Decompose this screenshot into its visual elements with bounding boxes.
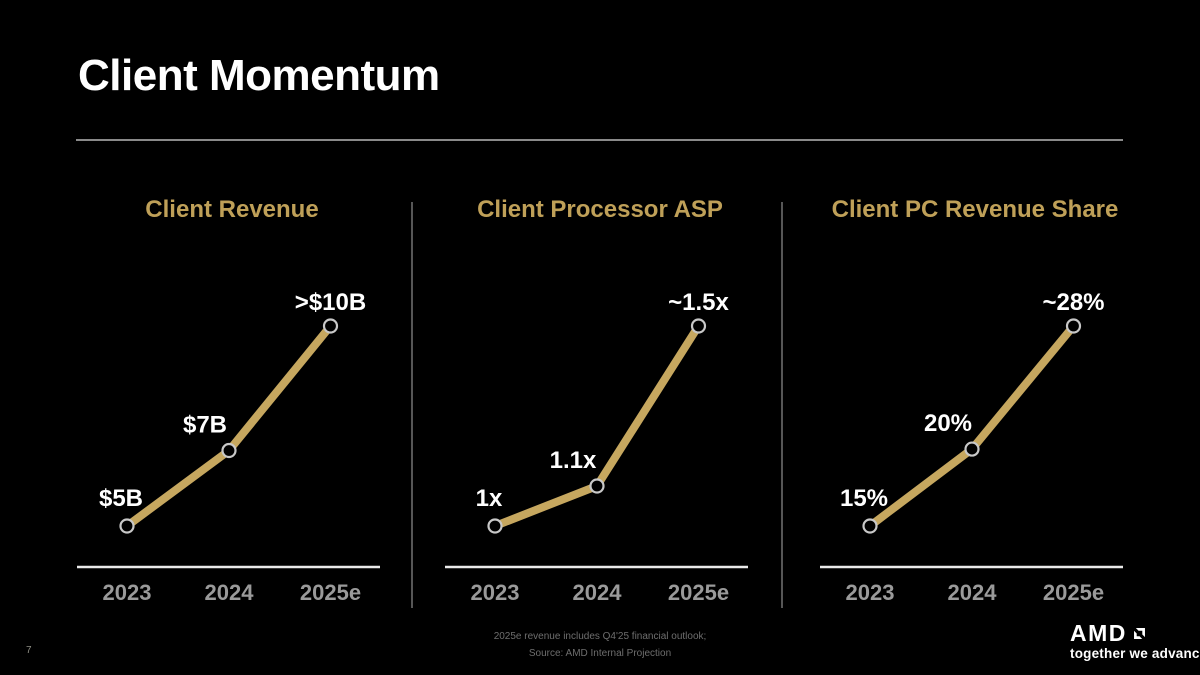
data-point-label: >$10B — [295, 289, 366, 316]
data-point-marker — [589, 478, 605, 494]
page-number: 7 — [26, 645, 32, 656]
data-point-marker — [690, 318, 707, 334]
data-point-marker — [862, 518, 878, 534]
data-point-marker — [1065, 318, 1082, 334]
data-point-label: $5B — [99, 485, 143, 512]
x-tick-label: 2025e — [1043, 580, 1104, 605]
chart-client-revenue: Client Revenue $5B 2023 $7B 2024 >$10B 2025e — [62, 190, 402, 610]
amd-tagline: together we advance_ — [1070, 646, 1200, 661]
x-tick-label: 2024 — [948, 580, 998, 605]
x-tick-label: 2025e — [668, 580, 729, 605]
amd-logo: AMD together we advance_ — [1070, 620, 1200, 662]
chart-divider-left — [411, 202, 413, 608]
client-revenue-line-chart: $5B 2023 $7B 2024 >$10B 2025e — [77, 289, 380, 605]
chart-title-client-processor-asp: Client Processor ASP — [477, 196, 723, 223]
data-point-label: 15% — [840, 485, 888, 512]
data-point-label: ~28% — [1042, 289, 1104, 316]
x-tick-label: 2023 — [846, 580, 895, 605]
x-tick-label: 2024 — [573, 580, 623, 605]
chart-title-client-pc-revenue-share: Client PC Revenue Share — [831, 196, 1119, 223]
data-point-marker — [221, 442, 237, 459]
slide-title: Client Momentum — [78, 51, 440, 100]
x-tick-label: 2023 — [471, 580, 520, 605]
chart-client-processor-asp: Client Processor ASP 1x 2023 1.1x 2024 ~1.5x… — [430, 190, 770, 610]
amd-wordmark: AMD — [1070, 620, 1127, 646]
x-tick-label: 2023 — [103, 580, 152, 605]
x-tick-label: 2024 — [205, 580, 255, 605]
data-point-marker — [119, 518, 135, 534]
footnote: 2025e revenue includes Q4'25 financial o… — [0, 628, 1200, 662]
chart-client-pc-revenue-share: Client PC Revenue Share 15% 2023 20% 2024 ~2… — [805, 190, 1145, 610]
chart-divider-right — [781, 202, 783, 608]
data-point-label: 1.1x — [550, 447, 597, 474]
footnote-line-1: 2025e revenue includes Q4'25 financial o… — [493, 631, 707, 642]
series-line — [491, 322, 703, 530]
amd-logo-row: AMD — [1070, 620, 1200, 646]
data-point-label: ~1.5x — [668, 289, 729, 316]
data-point-label: 1x — [476, 485, 503, 512]
client-pc-revenue-share-line-chart: 15% 2023 20% 2024 ~28% 2025e — [820, 289, 1123, 605]
client-processor-asp-line-chart: 1x 2023 1.1x 2024 ~1.5x 2025e — [445, 289, 748, 605]
data-point-marker — [487, 518, 503, 534]
data-point-label: $7B — [183, 412, 227, 439]
series-line — [123, 322, 335, 530]
chart-title-client-revenue: Client Revenue — [145, 196, 319, 223]
amd-arrow-icon — [1133, 627, 1145, 639]
title-divider-line — [76, 139, 1123, 141]
data-point-label: 20% — [924, 410, 972, 437]
data-point-marker — [322, 318, 339, 334]
data-point-marker — [964, 441, 980, 457]
footnote-line-2: Source: AMD Internal Projection — [528, 648, 672, 659]
x-tick-label: 2025e — [300, 580, 361, 605]
